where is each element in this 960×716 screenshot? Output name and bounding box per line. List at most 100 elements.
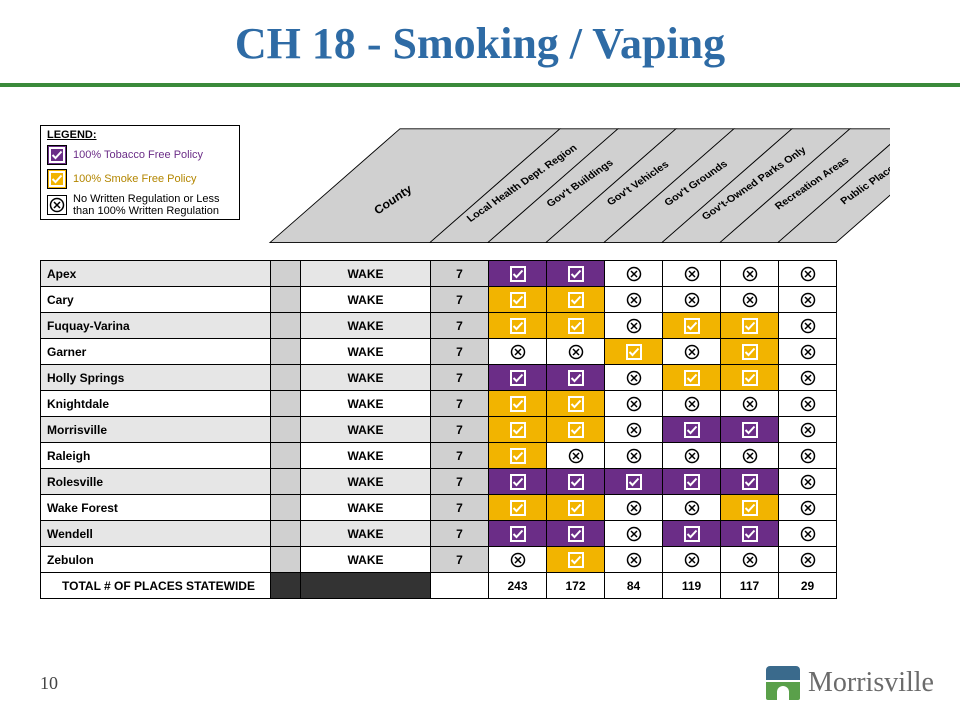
totals-value: 84 (605, 573, 663, 599)
policy-cell (489, 443, 547, 469)
policy-cell (547, 391, 605, 417)
checkbox-icon (547, 547, 604, 572)
spacer-cell (271, 391, 301, 417)
policy-cell (547, 339, 605, 365)
checkbox-icon (489, 261, 546, 286)
checkbox-icon (721, 521, 778, 546)
county-cell: WAKE (301, 287, 431, 313)
policy-cell (663, 417, 721, 443)
policy-cell (547, 365, 605, 391)
circle-x-icon (605, 313, 662, 338)
region-cell: 7 (431, 521, 489, 547)
circle-x-icon (721, 547, 778, 572)
checkbox-icon (489, 287, 546, 312)
circle-x-icon (663, 495, 720, 520)
page-title: CH 18 - Smoking / Vaping (0, 0, 960, 69)
legend-item: 100% Tobacco Free Policy (41, 143, 239, 167)
county-cell: WAKE (301, 417, 431, 443)
policy-cell (721, 261, 779, 287)
policy-cell (605, 313, 663, 339)
page-number: 10 (40, 673, 58, 694)
spacer-cell (271, 469, 301, 495)
table-row: Holly SpringsWAKE7 (41, 365, 837, 391)
policy-cell (489, 391, 547, 417)
region-cell: 7 (431, 365, 489, 391)
policy-cell (547, 495, 605, 521)
policy-cell (489, 261, 547, 287)
policy-cell (721, 339, 779, 365)
policy-cell (605, 521, 663, 547)
legend-item-label: 100% Smoke Free Policy (73, 173, 197, 185)
checkbox-icon (663, 521, 720, 546)
checkbox-icon (489, 313, 546, 338)
table-row: GarnerWAKE7 (41, 339, 837, 365)
policy-cell (547, 547, 605, 573)
checkbox-icon (663, 365, 720, 390)
checkbox-icon (489, 417, 546, 442)
city-cell: Cary (41, 287, 271, 313)
checkbox-icon (547, 287, 604, 312)
policy-cell (779, 495, 837, 521)
region-cell: 7 (431, 547, 489, 573)
policy-cell (663, 339, 721, 365)
legend-item: 100% Smoke Free Policy (41, 167, 239, 191)
region-cell: 7 (431, 417, 489, 443)
circle-x-icon (547, 443, 604, 468)
checkbox-icon (547, 469, 604, 494)
policy-cell (605, 391, 663, 417)
circle-x-icon (605, 287, 662, 312)
spacer-cell (271, 521, 301, 547)
circle-x-icon (721, 443, 778, 468)
policy-cell (547, 287, 605, 313)
svg-text:Gov't-Owned Parks Only: Gov't-Owned Parks Only (700, 145, 809, 222)
region-cell: 7 (431, 339, 489, 365)
circle-x-icon (605, 443, 662, 468)
legend-item-label: 100% Tobacco Free Policy (73, 149, 203, 161)
policy-cell (489, 313, 547, 339)
checkbox-icon (489, 521, 546, 546)
totals-label: TOTAL # OF PLACES STATEWIDE (41, 573, 271, 599)
circle-x-icon (605, 417, 662, 442)
county-cell: WAKE (301, 391, 431, 417)
circle-x-icon (721, 261, 778, 286)
circle-x-icon (47, 195, 67, 215)
spacer-cell (271, 495, 301, 521)
spacer-cell (271, 547, 301, 573)
circle-x-icon (779, 469, 836, 494)
policy-cell (605, 417, 663, 443)
circle-x-icon (779, 261, 836, 286)
checkbox-icon (47, 169, 67, 189)
region-cell: 7 (431, 495, 489, 521)
checkbox-icon (547, 417, 604, 442)
legend-item-label: No Written Regulation or Less than 100% … (73, 193, 233, 217)
spacer-cell (301, 573, 431, 599)
circle-x-icon (605, 521, 662, 546)
spacer-cell (271, 573, 301, 599)
legend-item: No Written Regulation or Less than 100% … (41, 191, 239, 219)
city-cell: Rolesville (41, 469, 271, 495)
policy-cell (779, 313, 837, 339)
spacer-cell (271, 339, 301, 365)
policy-cell (779, 365, 837, 391)
policy-cell (547, 417, 605, 443)
legend-title: LEGEND: (41, 126, 239, 143)
totals-value: 172 (547, 573, 605, 599)
policy-table: ApexWAKE7CaryWAKE7Fuquay-VarinaWAKE7Garn… (40, 260, 890, 599)
spacer-cell (271, 261, 301, 287)
policy-cell (489, 547, 547, 573)
circle-x-icon (663, 339, 720, 364)
svg-text:Gov't Buildings: Gov't Buildings (545, 158, 616, 210)
table-row: CaryWAKE7 (41, 287, 837, 313)
spacer-cell (271, 365, 301, 391)
table-row: ApexWAKE7 (41, 261, 837, 287)
circle-x-icon (779, 313, 836, 338)
policy-cell (663, 495, 721, 521)
policy-cell (489, 521, 547, 547)
spacer-cell (431, 573, 489, 599)
morrisville-logo-icon (766, 666, 800, 700)
circle-x-icon (779, 417, 836, 442)
region-cell: 7 (431, 443, 489, 469)
policy-cell (663, 287, 721, 313)
circle-x-icon (721, 391, 778, 416)
county-cell: WAKE (301, 313, 431, 339)
